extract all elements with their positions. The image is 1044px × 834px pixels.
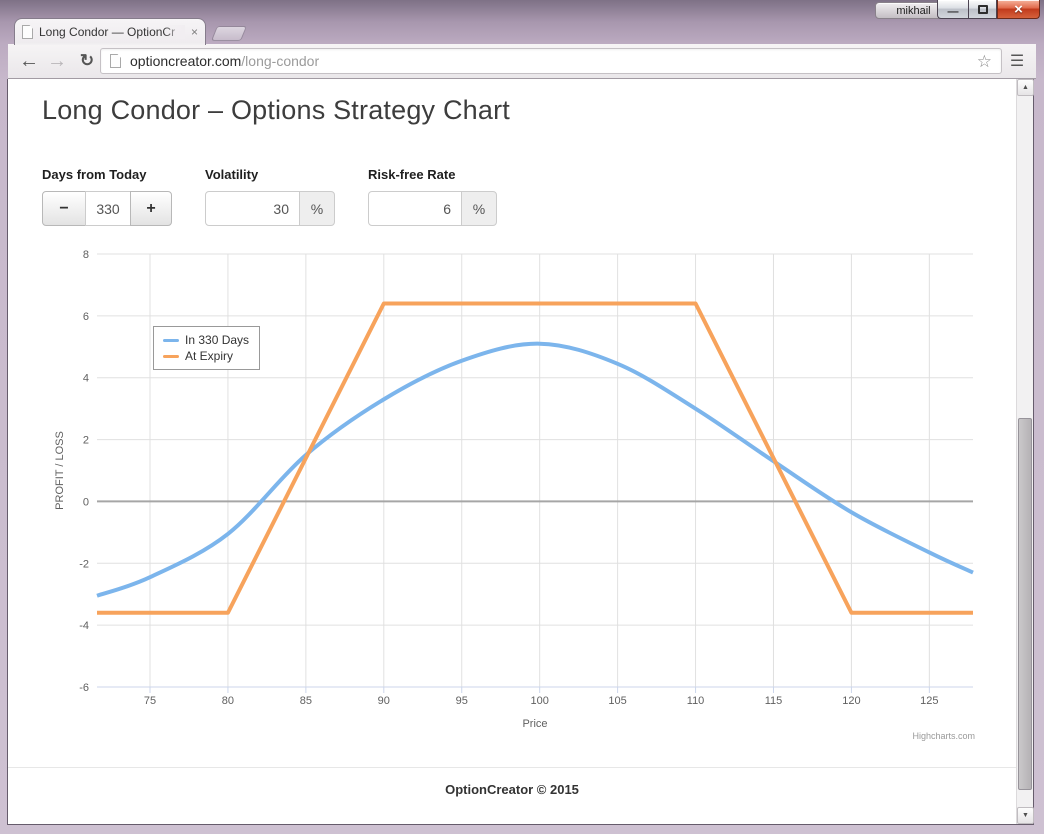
back-button[interactable]: ← — [19, 49, 39, 72]
x-tick-label: 120 — [842, 695, 860, 707]
legend-label: At Expiry — [185, 349, 234, 363]
volatility-label: Volatility — [205, 167, 259, 182]
series-line-0[interactable] — [96, 341, 974, 598]
page-viewport: Long Condor – Options Strategy Chart Day… — [7, 79, 1034, 825]
browser-tab[interactable]: Long Condor — OptionCr × — [14, 18, 206, 45]
days-minus-button[interactable]: − — [42, 191, 86, 226]
x-tick-label: 75 — [144, 695, 156, 707]
url-path: /long-condor — [241, 53, 320, 69]
legend-swatch-blue — [163, 338, 179, 342]
browser-toolbar: ← → ↻ optioncreator.com/long-condor ☆ ☰ — [8, 44, 1036, 79]
page-content: Long Condor – Options Strategy Chart Day… — [8, 79, 1016, 824]
riskfree-percent-addon: % — [461, 191, 497, 226]
y-tick-label: 6 — [83, 311, 89, 323]
footer-copyright: OptionCreator © 2015 — [445, 782, 579, 797]
y-tick-label: 2 — [83, 435, 89, 447]
legend-item-in-days[interactable]: In 330 Days — [163, 332, 249, 348]
scrollbar-down-icon[interactable]: ▼ — [1017, 807, 1034, 824]
tab-favicon-icon — [22, 25, 33, 39]
user-badge[interactable]: mikhail — [875, 2, 952, 19]
volatility-percent-addon: % — [299, 191, 335, 226]
menu-icon[interactable]: ☰ — [1009, 53, 1025, 70]
y-tick-label: 4 — [83, 373, 89, 385]
minimize-button[interactable]: — — [937, 0, 968, 19]
days-control-group: Days from Today − + — [42, 167, 172, 226]
scrollbar-up-icon[interactable]: ▲ — [1017, 79, 1034, 96]
new-tab-button[interactable] — [210, 26, 248, 41]
riskfree-input[interactable] — [368, 191, 462, 226]
series-line-1[interactable] — [97, 301, 973, 615]
legend-swatch-orange — [163, 354, 179, 358]
maximize-icon — [977, 4, 988, 14]
x-tick-label: 105 — [608, 695, 626, 707]
close-button[interactable]: × — [997, 0, 1040, 19]
volatility-control-group: Volatility % — [205, 167, 335, 226]
address-bar[interactable]: optioncreator.com/long-condor ☆ — [100, 48, 1002, 74]
url-text[interactable]: optioncreator.com/long-condor — [130, 53, 319, 69]
minimize-icon: — — [947, 5, 959, 18]
x-tick-label: 110 — [687, 695, 705, 707]
y-axis-title: PROFIT / LOSS — [54, 431, 66, 510]
chart-legend: In 330 Days At Expiry — [153, 326, 261, 370]
days-plus-button[interactable]: + — [130, 191, 172, 226]
riskfree-control-group: Risk-free Rate % — [368, 167, 497, 226]
y-tick-label: 0 — [83, 496, 89, 508]
days-label: Days from Today — [42, 167, 147, 182]
x-tick-label: 115 — [765, 695, 783, 707]
y-tick-label: -2 — [79, 558, 89, 570]
maximize-button[interactable] — [968, 0, 997, 19]
window-controls: — × — [937, 0, 1040, 19]
footer-divider — [8, 767, 1016, 768]
volatility-input[interactable] — [205, 191, 300, 226]
close-icon: × — [1014, 0, 1023, 18]
x-axis-title: Price — [522, 718, 547, 730]
url-host: optioncreator.com — [130, 53, 242, 69]
legend-label: In 330 Days — [185, 333, 250, 347]
vertical-scrollbar[interactable]: ▲ ▼ — [1016, 79, 1034, 824]
x-tick-label: 85 — [300, 695, 312, 707]
scrollbar-thumb[interactable] — [1018, 418, 1032, 790]
riskfree-label: Risk-free Rate — [368, 167, 456, 182]
days-input[interactable] — [85, 191, 131, 226]
legend-item-at-expiry[interactable]: At Expiry — [163, 348, 249, 364]
tab-title: Long Condor — OptionCr — [39, 25, 185, 39]
reload-button[interactable]: ↻ — [79, 51, 95, 70]
x-tick-label: 95 — [456, 695, 468, 707]
y-tick-label: -4 — [79, 620, 89, 632]
forward-button: → — [47, 49, 67, 72]
y-tick-label: -6 — [79, 682, 89, 694]
x-tick-label: 125 — [920, 695, 938, 707]
highcharts-credit: Highcharts.com — [912, 731, 975, 741]
x-tick-label: 100 — [530, 695, 548, 707]
page-icon — [110, 54, 121, 68]
tab-close-icon[interactable]: × — [190, 25, 198, 39]
y-tick-label: 8 — [83, 249, 89, 261]
x-tick-label: 90 — [378, 695, 390, 707]
page-title: Long Condor – Options Strategy Chart — [42, 95, 510, 125]
x-tick-label: 80 — [222, 695, 234, 707]
bookmark-star-icon[interactable]: ☆ — [976, 51, 992, 71]
